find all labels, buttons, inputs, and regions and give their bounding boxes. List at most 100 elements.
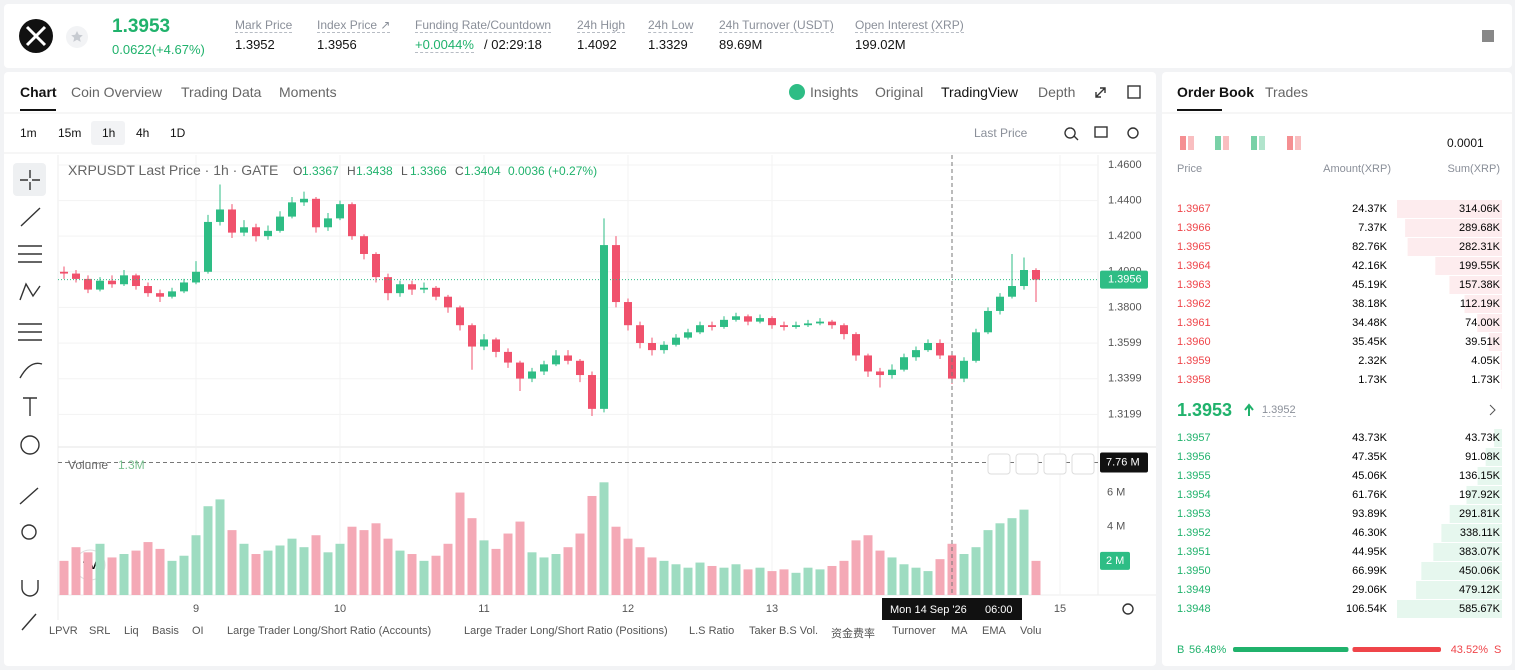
ob-sum: 91.08K bbox=[1465, 451, 1501, 463]
indicator: L.S Ratio bbox=[689, 625, 735, 637]
volume-bar bbox=[575, 533, 585, 595]
legend-change: 0.0036 (+0.27%) bbox=[508, 164, 598, 178]
sell-ratio: 43.52% bbox=[1451, 644, 1489, 656]
volume-bar bbox=[107, 557, 117, 595]
candle-body bbox=[552, 355, 560, 365]
candle-body bbox=[648, 342, 656, 351]
volume-bar bbox=[71, 547, 81, 595]
legend-key: H bbox=[347, 164, 356, 178]
candle-body bbox=[936, 342, 944, 356]
last-price: 1.3953 bbox=[112, 16, 171, 37]
depth-bar bbox=[1405, 219, 1502, 237]
ob-amount: 47.35K bbox=[1352, 451, 1388, 463]
volume-bar bbox=[323, 552, 333, 595]
crosshair-time-bg bbox=[882, 598, 1022, 620]
candle-body bbox=[216, 209, 224, 222]
ob-price: 1.3948 bbox=[1177, 603, 1211, 615]
star-icon bbox=[71, 31, 83, 42]
depth-bar bbox=[1477, 467, 1502, 485]
depth-bar bbox=[1488, 333, 1502, 351]
view: Insights bbox=[810, 84, 859, 100]
volume-bar bbox=[1019, 509, 1029, 595]
volume-bar bbox=[263, 550, 273, 595]
depth-bar bbox=[1407, 238, 1502, 256]
view: Depth bbox=[1038, 84, 1076, 100]
last-volume-badge bbox=[1100, 551, 1130, 570]
candle-body bbox=[504, 351, 512, 363]
view-toggle[interactable] bbox=[1251, 136, 1257, 150]
candle-body bbox=[384, 277, 392, 294]
view-toggle[interactable] bbox=[1287, 136, 1293, 150]
ob-price: 1.3967 bbox=[1177, 203, 1211, 215]
volume-bar bbox=[923, 571, 933, 595]
candle-body bbox=[480, 339, 488, 347]
view-toggle[interactable] bbox=[1180, 136, 1186, 150]
stat-label: 24h Low bbox=[648, 18, 694, 33]
ob-amount: 46.30K bbox=[1352, 527, 1388, 539]
candle-body bbox=[600, 245, 608, 409]
candle-body bbox=[252, 227, 260, 237]
legend-key: O bbox=[293, 164, 303, 178]
volume-action[interactable] bbox=[1043, 453, 1067, 475]
candle-body bbox=[396, 284, 404, 294]
candle-body bbox=[720, 319, 728, 327]
ob-sum: 4.05K bbox=[1471, 355, 1500, 367]
volume-bar bbox=[395, 550, 405, 595]
volume-bar bbox=[383, 538, 393, 595]
volume-bar bbox=[659, 560, 669, 595]
volume-bar bbox=[971, 547, 981, 595]
candle-body bbox=[276, 216, 284, 231]
volume-bar bbox=[551, 554, 561, 595]
ob-tab: Trades bbox=[1265, 84, 1309, 100]
ob-sum: 43.73K bbox=[1465, 432, 1501, 444]
ob-amount: 44.95K bbox=[1352, 546, 1388, 558]
volume-tick-label: 4 M bbox=[1107, 521, 1125, 533]
volume-bar bbox=[539, 557, 549, 595]
ob-sum: 199.55K bbox=[1459, 260, 1501, 272]
candle-body bbox=[564, 355, 572, 361]
volume-action[interactable] bbox=[1015, 453, 1039, 475]
view-toggle bbox=[1188, 136, 1194, 150]
indicator: LPVR bbox=[49, 625, 78, 637]
book-icon[interactable] bbox=[1482, 30, 1494, 42]
candle-body bbox=[960, 360, 968, 379]
view-toggle[interactable] bbox=[1215, 136, 1221, 150]
header-bg bbox=[4, 4, 1512, 68]
volume-action[interactable] bbox=[1071, 453, 1095, 475]
stat-label: Funding Rate/Countdown bbox=[415, 18, 552, 33]
ob-price: 1.3958 bbox=[1177, 374, 1211, 386]
volume-bar bbox=[179, 555, 189, 595]
candle-body bbox=[528, 371, 536, 379]
tool-active[interactable] bbox=[13, 163, 46, 196]
ob-amount: 42.16K bbox=[1352, 260, 1388, 272]
candle-body bbox=[180, 282, 188, 292]
ob-sum: 1.73K bbox=[1471, 374, 1500, 386]
candle-body bbox=[972, 332, 980, 361]
volume-bar bbox=[791, 572, 801, 595]
volume-bar bbox=[143, 542, 153, 595]
candle-body bbox=[864, 355, 872, 372]
ob-price: 1.3950 bbox=[1177, 565, 1211, 577]
volume-ma: 1.3M bbox=[118, 458, 145, 472]
candle-body bbox=[336, 204, 344, 219]
volume-bar bbox=[599, 482, 609, 595]
volume-bar bbox=[983, 530, 993, 595]
volume-bar bbox=[839, 560, 849, 595]
tab: Trading Data bbox=[181, 84, 262, 100]
volume-bar bbox=[863, 535, 873, 595]
price-type[interactable]: Last Price bbox=[974, 126, 1028, 140]
stat-value: 199.02M bbox=[855, 37, 906, 52]
volume-bar bbox=[827, 565, 837, 595]
x-tick-label: 15 bbox=[1054, 603, 1066, 615]
indicator: OI bbox=[192, 625, 204, 637]
volume-title: Volume bbox=[68, 458, 109, 472]
chevron bbox=[1489, 404, 1496, 416]
tab: Moments bbox=[279, 84, 337, 100]
volume-action[interactable] bbox=[987, 453, 1011, 475]
legend-value: 1.3367 bbox=[302, 164, 339, 178]
volume-bar bbox=[695, 562, 705, 595]
column-header: Amount(XRP) bbox=[1323, 163, 1391, 175]
ob-price: 1.3959 bbox=[1177, 355, 1211, 367]
volume-bar bbox=[743, 569, 753, 595]
candle-body bbox=[924, 342, 932, 351]
